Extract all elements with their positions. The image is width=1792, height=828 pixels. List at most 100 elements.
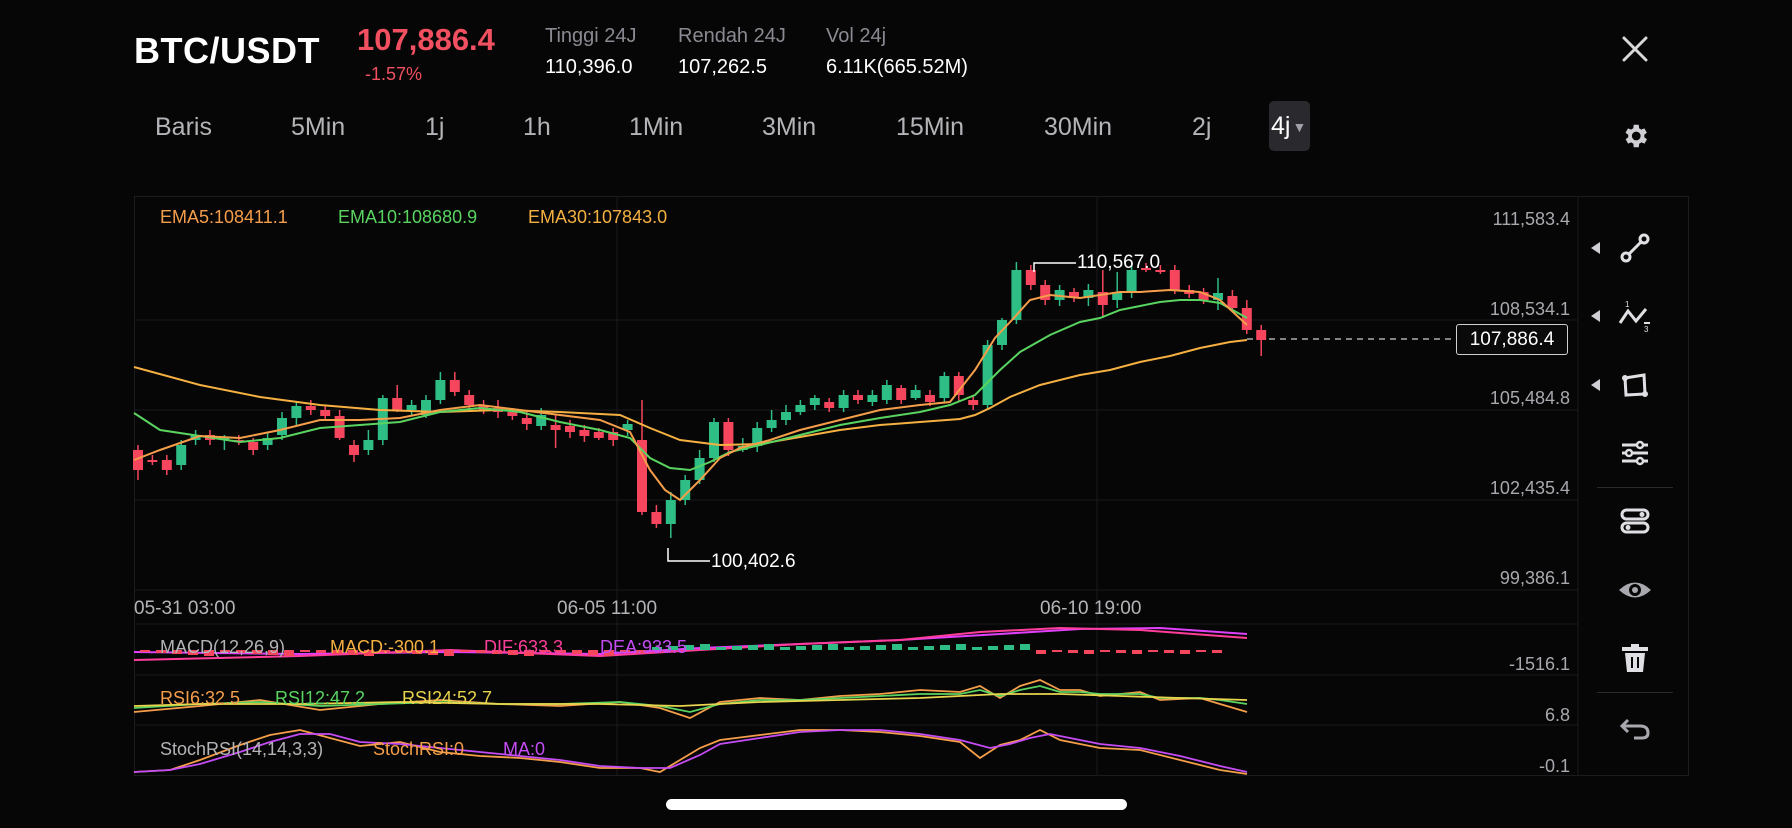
candle-body [392, 398, 403, 410]
layers-tool[interactable] [1616, 502, 1654, 540]
candle-body [766, 420, 777, 428]
candle-body [795, 405, 806, 412]
candle-body [1083, 290, 1094, 298]
rsi12-value: RSI12:47.2 [275, 688, 366, 708]
indicator-settings-tool[interactable] [1616, 434, 1654, 472]
macd-bar [396, 650, 406, 653]
candle-body [824, 402, 835, 408]
dif-value: DIF:633.3 [484, 637, 564, 657]
wave-pattern-tool[interactable]: 1 3 [1616, 297, 1654, 335]
candle-body [1126, 270, 1137, 292]
candlesticks [133, 262, 1267, 538]
tab-1h[interactable]: 1h [523, 113, 551, 141]
tab-1j[interactable]: 1j [425, 113, 445, 141]
macd-bar [716, 647, 726, 650]
ema10-line [133, 299, 1248, 472]
toolbar-divider [1597, 692, 1673, 693]
macd-bar [1148, 650, 1158, 652]
macd-bar [1164, 650, 1174, 653]
candle-body [925, 395, 935, 402]
macd-bar [812, 645, 822, 650]
candle-body [622, 424, 633, 430]
macd-bar [1020, 644, 1030, 650]
layers-icon [1620, 508, 1650, 534]
tab-15min[interactable]: 15Min [896, 113, 965, 141]
ema5-line [133, 288, 1248, 502]
macd-bar [1212, 650, 1222, 653]
chart-settings-button[interactable] [1620, 121, 1650, 151]
macd-bar [684, 645, 694, 650]
macd-bar [924, 646, 934, 650]
delete-drawings-button[interactable] [1616, 639, 1654, 677]
macd-bar [188, 650, 198, 655]
macd-bar [236, 650, 246, 653]
close-button[interactable] [1620, 34, 1650, 64]
macd-axis-tick: -1516.1 [1508, 654, 1570, 674]
candle-body [1011, 270, 1022, 320]
tab-baris[interactable]: Baris [155, 113, 212, 141]
macd-bar [972, 647, 982, 650]
candle-body [1155, 270, 1166, 272]
rsi24-line [133, 693, 1248, 707]
macd-bar [428, 650, 438, 655]
ema30-legend: EMA30:107843.0 [528, 207, 668, 227]
rsi6-value: RSI6:32.5 [160, 688, 241, 708]
macd-bar [636, 650, 646, 653]
expand-caret-icon[interactable] [1591, 378, 1601, 391]
macd-bar [1068, 650, 1078, 653]
candle-body [1069, 292, 1079, 298]
tab-30min[interactable]: 30Min [1044, 113, 1113, 141]
tab-2j[interactable]: 2j [1192, 113, 1212, 141]
macd-bar [956, 644, 966, 650]
tab-5min[interactable]: 5Min [291, 113, 346, 141]
tab-1min[interactable]: 1Min [629, 113, 684, 141]
rsi24-value: RSI24:52.7 [402, 688, 493, 708]
macd-bar [1084, 650, 1094, 654]
macd-bar [364, 650, 374, 656]
svg-text:3: 3 [1644, 325, 1649, 334]
candle-body [939, 376, 950, 398]
shape-tool[interactable] [1616, 366, 1654, 404]
rsi-axis-tick: 6.8 [1544, 705, 1570, 725]
price-axis-tick: 108,534.1 [1489, 299, 1570, 319]
candle-body [1169, 270, 1180, 290]
candle-body [176, 445, 187, 465]
macd-bar [1132, 650, 1142, 654]
macd-bar [1036, 650, 1046, 654]
home-indicator [666, 799, 1127, 810]
macd-bar [732, 646, 742, 650]
candle-body [161, 460, 172, 470]
candle-body [1112, 292, 1123, 300]
macd-bar [892, 644, 902, 650]
candle-body [291, 406, 302, 418]
tab-4j-dropdown[interactable]: 4j ▼ [1269, 101, 1311, 151]
macd-bar [764, 644, 774, 650]
ema10-legend: EMA10:108680.9 [338, 207, 478, 227]
candle-body [320, 410, 331, 416]
toolbar-divider [1597, 487, 1673, 488]
low-marker-line [667, 548, 710, 562]
candle-body [953, 376, 964, 395]
undo-button[interactable] [1616, 708, 1654, 746]
expand-caret-icon[interactable] [1591, 241, 1601, 254]
visibility-toggle[interactable] [1616, 571, 1654, 609]
expand-caret-icon[interactable] [1591, 309, 1601, 322]
macd-bar [316, 650, 326, 653]
time-axis-tick: 05-31 03:00 [134, 598, 236, 619]
macd-bar [844, 647, 854, 650]
trend-line-tool[interactable] [1616, 229, 1654, 267]
candle-body [910, 390, 921, 398]
ema5-legend: EMA5:108411.1 [160, 207, 288, 227]
candle-body [637, 440, 647, 512]
macd-bar [940, 645, 950, 650]
tab-3min[interactable]: 3Min [762, 113, 817, 141]
macd-bar [1180, 650, 1190, 654]
macd-bar [284, 650, 294, 656]
macd-bar [268, 650, 278, 655]
stochrsi-value: StochRSI:0 [373, 739, 465, 759]
gear-icon [1625, 124, 1647, 148]
candle-body [853, 395, 863, 400]
macd-bar [620, 650, 630, 652]
candle-body [608, 432, 619, 440]
